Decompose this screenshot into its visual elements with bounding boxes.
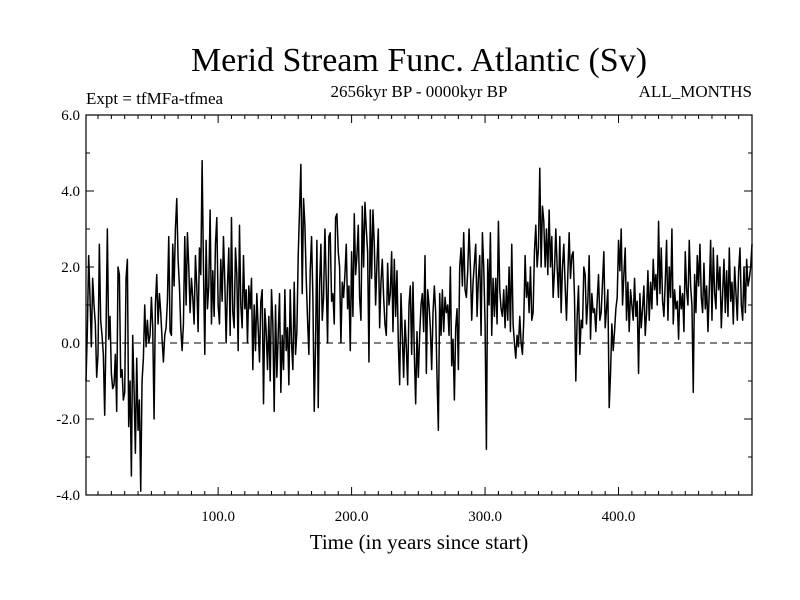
- y-tick-label: -4.0: [56, 488, 80, 504]
- x-tick-label: 400.0: [602, 509, 636, 525]
- axis-ticks: -4.0 -2.0 0.0 2.0 4.0 6.0 100.0 200.0 300.0 400.0: [56, 108, 752, 525]
- time-range-label: 2656kyr BP - 0000kyr BP: [331, 82, 508, 101]
- series-line: [85, 159, 753, 492]
- x-tick-label: 200.0: [335, 509, 369, 525]
- experiment-label: Expt = tfMFa-tfmea: [86, 89, 224, 108]
- y-tick-label: 0.0: [61, 336, 80, 352]
- y-tick-label: 4.0: [61, 184, 80, 200]
- x-tick-label: 100.0: [201, 509, 235, 525]
- plot-frame: [85, 114, 753, 496]
- months-label: ALL_MONTHS: [639, 82, 752, 101]
- chart-title: Merid Stream Func. Atlantic (Sv): [191, 42, 647, 79]
- x-tick-label: 300.0: [468, 509, 502, 525]
- x-axis-label: Time (in years since start): [310, 530, 529, 554]
- y-tick-label: 2.0: [61, 260, 80, 276]
- y-tick-label: -2.0: [56, 412, 80, 428]
- y-tick-label: 6.0: [61, 108, 80, 124]
